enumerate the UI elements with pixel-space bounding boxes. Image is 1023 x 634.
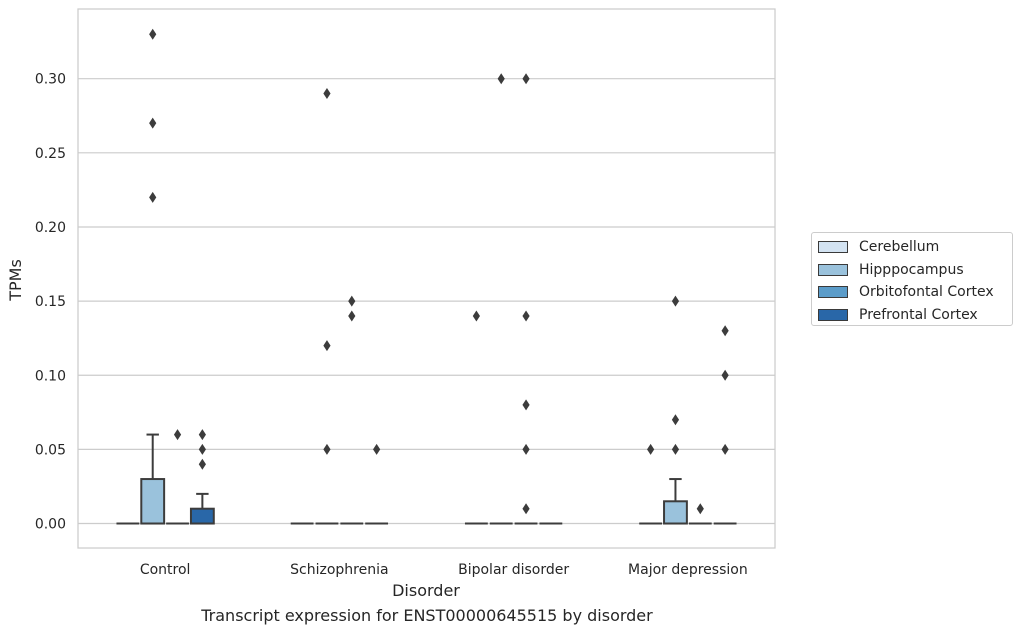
- outlier-orbitofontal-cortex-bipolar-disorder: [522, 443, 530, 455]
- y-tick-label: 0.15: [35, 294, 66, 310]
- outlier-hipppocampus-major-depression: [671, 295, 680, 307]
- outlier-cerebellum-major-depression: [647, 443, 655, 455]
- legend-item-prefrontal-cortex: Prefrontal Cortex: [818, 304, 1012, 327]
- y-tick-label: 0.05: [35, 442, 66, 458]
- y-tick-label: 0.20: [35, 220, 66, 236]
- grid-lines: [78, 78, 775, 525]
- outlier-hipppocampus-schizophrenia: [323, 340, 331, 352]
- outlier-cerebellum-bipolar-disorder: [472, 310, 480, 322]
- y-tick-label: 0.00: [35, 517, 66, 533]
- y-tick-labels: 0.00 0.05 0.10 0.15 0.20 0.25 0.30: [35, 72, 66, 533]
- outlier-hipppocampus-control: [149, 191, 157, 203]
- outlier-prefrontal-cortex-major-depression: [721, 443, 729, 455]
- box-hipppocampus-control: [140, 478, 166, 525]
- box-hipppocampus-major-depression: [663, 500, 688, 525]
- chart-caption: Transcript expression for ENST0000064551…: [201, 606, 653, 625]
- legend-swatch-cerebellum: [818, 241, 848, 254]
- plot-frame: [77, 8, 776, 549]
- y-axis-label: TPMs: [6, 259, 25, 302]
- outlier-orbitofontal-cortex-bipolar-disorder: [522, 503, 530, 515]
- x-tick-label-bipolar-disorder: Bipolar disorder: [458, 562, 569, 578]
- outliers: [149, 28, 729, 515]
- y-tick-label: 0.10: [35, 368, 66, 384]
- legend-swatch-orbitofontal-cortex: [818, 286, 848, 299]
- legend-label-prefrontal-cortex: Prefrontal Cortex: [859, 306, 978, 323]
- outlier-orbitofontal-cortex-bipolar-disorder: [522, 73, 530, 85]
- outlier-hipppocampus-major-depression: [671, 414, 680, 426]
- boxes: [116, 433, 737, 525]
- x-tick-label-major-depression: Major depression: [628, 562, 748, 578]
- legend-label-cerebellum: Cerebellum: [859, 239, 940, 256]
- outlier-hipppocampus-major-depression: [671, 443, 680, 455]
- legend-swatch-hipppocampus: [818, 263, 848, 276]
- outlier-hipppocampus-schizophrenia: [323, 443, 331, 455]
- box-prefrontal-cortex-control: [189, 507, 215, 525]
- legend-label-orbitofontal-cortex: Orbitofontal Cortex: [859, 284, 994, 301]
- legend-item-orbitofontal-cortex: Orbitofontal Cortex: [818, 281, 1012, 304]
- outlier-hipppocampus-bipolar-disorder: [497, 73, 505, 85]
- outlier-orbitofontal-cortex-schizophrenia: [348, 310, 356, 322]
- x-tick-label-control: Control: [140, 562, 191, 578]
- y-tick-label: 0.30: [35, 72, 66, 88]
- outlier-orbitofontal-cortex-schizophrenia: [348, 295, 356, 307]
- legend-swatch-prefrontal-cortex: [818, 308, 848, 321]
- outlier-hipppocampus-schizophrenia: [323, 88, 331, 100]
- outlier-orbitofontal-cortex-control: [173, 429, 182, 441]
- outlier-hipppocampus-control: [149, 117, 157, 129]
- outlier-prefrontal-cortex-major-depression: [721, 369, 729, 381]
- legend: Cerebellum Hipppocampus Orbitofontal Cor…: [811, 232, 1013, 326]
- x-axis-label: Disorder: [392, 581, 460, 600]
- outlier-prefrontal-cortex-control: [198, 443, 206, 455]
- x-tick-labels: Control Schizophrenia Bipolar disorder Majo…: [140, 562, 748, 578]
- legend-item-cerebellum: Cerebellum: [818, 236, 1012, 259]
- outlier-orbitofontal-cortex-major-depression: [696, 503, 704, 515]
- y-tick-label: 0.25: [35, 146, 66, 162]
- outlier-prefrontal-cortex-schizophrenia: [373, 443, 381, 455]
- outlier-orbitofontal-cortex-bipolar-disorder: [522, 399, 530, 411]
- outlier-hipppocampus-control: [149, 28, 157, 40]
- outlier-orbitofontal-cortex-bipolar-disorder: [522, 310, 530, 322]
- legend-item-hipppocampus: Hipppocampus: [818, 259, 1012, 282]
- outlier-prefrontal-cortex-control: [198, 429, 206, 441]
- x-tick-label-schizophrenia: Schizophrenia: [290, 562, 388, 578]
- legend-label-hipppocampus: Hipppocampus: [859, 261, 964, 278]
- outlier-prefrontal-cortex-control: [198, 458, 206, 470]
- outlier-prefrontal-cortex-major-depression: [721, 325, 729, 337]
